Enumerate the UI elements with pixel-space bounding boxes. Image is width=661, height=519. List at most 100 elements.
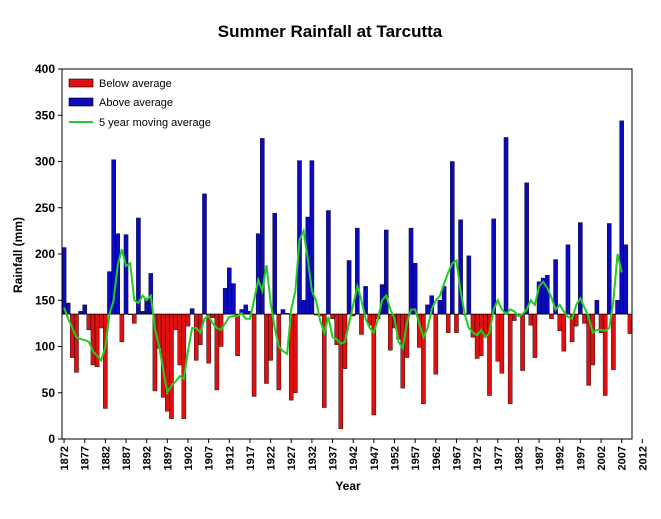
- legend-moving-label: 5 year moving average: [99, 117, 211, 129]
- y-tick-label: 250: [35, 201, 55, 215]
- x-tick-label: 1947: [369, 446, 381, 470]
- bar-1878: [86, 313, 92, 331]
- bar-1881: [98, 313, 104, 329]
- x-tick-label: 1917: [245, 446, 257, 470]
- bar-1994: [565, 244, 571, 315]
- bar-1907: [206, 313, 211, 364]
- x-tick-label: 1882: [100, 446, 112, 470]
- bar-1962: [433, 313, 439, 375]
- x-tick-label: 1997: [575, 446, 587, 470]
- x-axis-title: Year: [335, 479, 361, 493]
- x-tick-label: 1932: [307, 446, 319, 470]
- bar-1980: [507, 313, 513, 405]
- x-tick-label: 1992: [555, 446, 567, 470]
- chart-title: Summer Rainfall at Tarcutta: [218, 22, 443, 41]
- x-tick-label: 1907: [204, 446, 216, 470]
- bar-2007: [619, 120, 624, 315]
- x-tick-label: 1952: [390, 446, 402, 470]
- bar-1876: [78, 311, 83, 315]
- x-tick-label: 1897: [162, 446, 174, 470]
- bar-1896: [160, 313, 166, 398]
- bar-1936: [326, 210, 331, 315]
- bar-1900: [177, 313, 182, 366]
- x-tick-label: 1972: [472, 446, 484, 470]
- bar-1986: [532, 313, 538, 358]
- bar-1957: [412, 263, 418, 315]
- bar-1874: [70, 313, 75, 358]
- bar-1976: [491, 218, 496, 315]
- y-axis: 0 50 100 150 200 250 300 350 400: [35, 62, 62, 446]
- x-tick-label: 1962: [431, 446, 443, 470]
- bar-1908: [210, 313, 216, 319]
- y-axis-title: Rainfall (mm): [11, 217, 25, 293]
- x-tick-label: 1892: [142, 446, 154, 470]
- bar-1911: [222, 288, 228, 315]
- bar-1906: [202, 193, 207, 315]
- bar-1954: [400, 313, 406, 389]
- bar-1941: [346, 260, 352, 315]
- y-tick-label: 300: [35, 155, 55, 169]
- x-tick-label: 1957: [410, 446, 422, 470]
- bar-2008: [623, 244, 629, 315]
- bar-1914: [235, 313, 240, 356]
- bar-1965: [445, 313, 451, 333]
- x-tick-label: 1937: [328, 446, 340, 470]
- bar-1897: [165, 313, 170, 412]
- bar-1973: [478, 313, 484, 356]
- x-tick-label: 1967: [451, 446, 463, 470]
- x-axis: 1872 1877 1882 1887 1892 1897 1902 1907 1912 1917…: [59, 439, 649, 470]
- bar-1956: [408, 227, 414, 315]
- x-tick-label: 1887: [121, 446, 133, 470]
- bar-1978: [499, 313, 505, 374]
- bar-1993: [561, 313, 567, 352]
- bar-1904: [193, 313, 199, 361]
- bar-1963: [437, 300, 443, 315]
- y-tick-label: 400: [35, 62, 55, 76]
- bar-1925: [280, 309, 286, 315]
- x-tick-label: 1872: [59, 446, 71, 470]
- legend-above-label: Above average: [99, 97, 173, 109]
- legend-below-swatch: [68, 78, 94, 88]
- bar-2004: [607, 223, 612, 315]
- bar-1902: [185, 313, 191, 327]
- bar-1944: [359, 313, 364, 335]
- x-tick-label: 1942: [348, 446, 360, 470]
- bar-1981: [512, 313, 517, 321]
- y-tick-label: 150: [35, 293, 55, 307]
- bar-1951: [388, 313, 393, 351]
- moving-average-line: [63, 227, 623, 396]
- bar-1959: [421, 313, 426, 405]
- bar-1960: [425, 304, 430, 315]
- x-tick-label: 2007: [617, 446, 629, 470]
- y-tick-label: 0: [48, 432, 55, 446]
- bar-1990: [549, 313, 554, 319]
- bar-1984: [524, 182, 529, 315]
- bar-1939: [338, 313, 344, 430]
- bar-1966: [450, 161, 455, 315]
- bar-1898: [169, 313, 174, 419]
- bar-1979: [503, 137, 509, 315]
- bar-1937: [330, 313, 335, 319]
- x-tick-label: 1922: [266, 446, 278, 470]
- legend-above-swatch: [68, 97, 94, 107]
- y-tick-label: 350: [35, 108, 55, 122]
- legend: Below average Above average 5 year movin…: [68, 78, 211, 129]
- bar-1922: [268, 313, 273, 361]
- bar-2000: [590, 313, 596, 366]
- bar-1943: [355, 227, 360, 315]
- x-tick-label: 2002: [596, 446, 608, 470]
- bar-1877: [82, 304, 87, 315]
- bar-1989: [545, 275, 550, 315]
- bar-1913: [231, 283, 236, 315]
- x-tick-label: 2012: [637, 446, 649, 470]
- bar-1930: [301, 300, 306, 315]
- x-tick-label: 1902: [183, 446, 195, 470]
- legend-below-label: Below average: [99, 78, 172, 90]
- x-tick-label: 1987: [534, 446, 546, 470]
- bar-1918: [251, 313, 257, 397]
- x-tick-label: 1877: [80, 446, 92, 470]
- bar-1912: [227, 267, 232, 315]
- bar-1985: [528, 313, 534, 326]
- bar-1919: [255, 233, 261, 315]
